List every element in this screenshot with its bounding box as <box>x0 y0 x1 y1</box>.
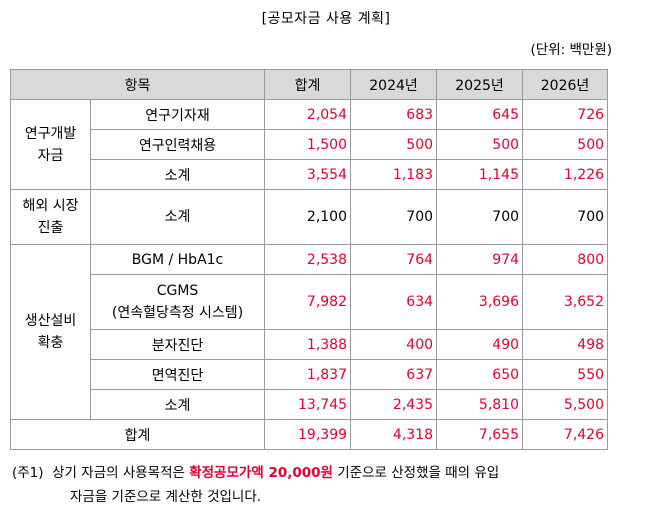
cell-2026: 7,426 <box>522 419 609 450</box>
cell-total: 19,399 <box>264 419 352 450</box>
page-title: [공모자금 사용 계획] <box>261 11 391 27</box>
cell-2026: 1,226 <box>522 159 609 190</box>
header-item: 항목 <box>9 69 266 100</box>
table-row: 생산설비 확충 BGM / HbA1c 2,538 764 974 800 <box>10 244 609 420</box>
cell-2024: 764 <box>350 244 438 275</box>
cell-2025: 645 <box>436 99 524 130</box>
cell-2025: 7,655 <box>436 419 524 450</box>
cell-total: 1,500 <box>264 129 352 160</box>
item-label: 소계 <box>89 389 266 420</box>
fund-usage-table: 항목 합계 2024년 2025년 2026년 연구개발 자금 연구기자재 2,… <box>9 69 609 450</box>
cell-2024: 634 <box>350 274 438 330</box>
cell-2025: 974 <box>436 244 524 275</box>
cell-2025: 500 <box>436 129 524 160</box>
cell-2026: 500 <box>522 129 609 160</box>
cell-total: 2,538 <box>264 244 352 275</box>
item-label: 연구기자재 <box>89 99 266 130</box>
footnote-text-after: 기준으로 산정했을 때의 유입 <box>332 465 500 481</box>
item-label: 소계 <box>89 159 266 190</box>
cell-2026: 3,652 <box>522 274 609 330</box>
table-row: 연구개발 자금 연구기자재 2,054 683 645 726 <box>10 99 609 190</box>
category-overseas: 해외 시장 진출 <box>10 189 91 245</box>
cell-total: 7,982 <box>264 274 352 330</box>
footnote-prefix: (주1) <box>12 465 44 481</box>
cell-2025: 490 <box>436 329 524 360</box>
cell-2024: 637 <box>350 359 438 390</box>
total-label: 합계 <box>9 419 266 450</box>
table-row: 연구인력채용 1,500 500 500 500 <box>11 129 609 160</box>
cell-2026: 550 <box>522 359 609 390</box>
cell-2025: 3,696 <box>436 274 524 330</box>
cell-2024: 700 <box>350 189 438 245</box>
item-label: 연구인력채용 <box>89 129 266 160</box>
cell-2026: 726 <box>522 99 609 130</box>
cell-total: 2,100 <box>264 189 352 245</box>
unit-label: (단위: 백만원) <box>530 42 612 58</box>
footnote-text: 상기 자금의 사용목적은 <box>52 465 190 481</box>
header-2025: 2025년 <box>436 69 524 100</box>
item-label: 소계 <box>89 189 266 245</box>
cell-2024: 500 <box>350 129 438 160</box>
table-header-row: 항목 합계 2024년 2025년 2026년 <box>9 69 609 100</box>
header-2026: 2026년 <box>522 69 609 100</box>
cell-2024: 4,318 <box>350 419 438 450</box>
header-total: 합계 <box>264 69 352 100</box>
cell-2026: 700 <box>522 189 609 245</box>
total-row: 합계 19,399 4,318 7,655 7,426 <box>9 419 609 450</box>
item-label: 분자진단 <box>89 329 266 360</box>
cell-total: 2,054 <box>264 99 352 130</box>
item-label: BGM / HbA1c <box>89 244 266 275</box>
cell-total: 3,554 <box>264 159 352 190</box>
item-label: CGMS (연속혈당측정 시스템) <box>89 274 266 330</box>
cell-2024: 1,183 <box>350 159 438 190</box>
footnote-line-2: 자금을 기준으로 계산한 것입니다. <box>70 489 262 505</box>
footnote-line-1: (주1) 상기 자금의 사용목적은 확정공모가액 20,000원 기준으로 산정… <box>12 461 499 485</box>
cell-2025: 650 <box>436 359 524 390</box>
table-row: 분자진단 1,388 400 490 498 <box>11 329 609 360</box>
item-label: 면역진단 <box>89 359 266 390</box>
cell-2025: 700 <box>436 189 524 245</box>
cell-total: 13,745 <box>264 389 352 420</box>
cell-total: 1,388 <box>264 329 352 360</box>
cell-2026: 498 <box>522 329 609 360</box>
category-production: 생산설비 확충 <box>10 244 91 420</box>
footnote-highlight: 확정공모가액 20,000원 <box>189 465 333 481</box>
cell-total: 1,837 <box>264 359 352 390</box>
cell-2024: 683 <box>350 99 438 130</box>
header-2024: 2024년 <box>350 69 438 100</box>
cell-2025: 5,810 <box>436 389 524 420</box>
table-row: CGMS (연속혈당측정 시스템) 7,982 634 3,696 3,652 <box>11 274 609 330</box>
cell-2026: 800 <box>522 244 609 275</box>
table-row: 해외 시장 진출 소계 2,100 700 700 700 <box>10 189 609 245</box>
table-row: 면역진단 1,837 637 650 550 <box>11 359 609 390</box>
category-rnd: 연구개발 자금 <box>10 99 91 190</box>
cell-2024: 2,435 <box>350 389 438 420</box>
table-row: 소계 13,745 2,435 5,810 5,500 <box>11 389 609 420</box>
footnote: (주1) 상기 자금의 사용목적은 확정공모가액 20,000원 기준으로 산정… <box>12 461 499 509</box>
cell-2026: 5,500 <box>522 389 609 420</box>
cell-2024: 400 <box>350 329 438 360</box>
table-row: 소계 3,554 1,183 1,145 1,226 <box>11 159 609 190</box>
cell-2025: 1,145 <box>436 159 524 190</box>
